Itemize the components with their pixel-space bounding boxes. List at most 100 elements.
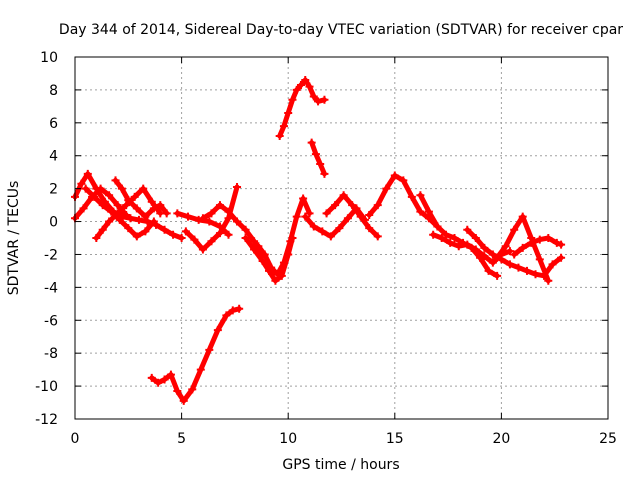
data-point [183, 212, 192, 221]
data-point [416, 191, 425, 200]
data-point [83, 169, 92, 178]
data-point [241, 225, 250, 234]
data-point [390, 171, 399, 180]
data-point [301, 212, 310, 221]
data-point [510, 250, 519, 259]
data-point [365, 224, 374, 233]
data-point [122, 201, 131, 210]
data-point [105, 217, 114, 226]
data-point [98, 225, 107, 234]
data-point [299, 194, 308, 203]
series-arc-10 [254, 194, 314, 279]
data-point [77, 179, 86, 188]
y-tick-label: 6 [49, 116, 58, 132]
series-arc-13 [147, 304, 244, 405]
data-point [514, 263, 523, 272]
data-point [301, 76, 310, 85]
series-trace [200, 202, 266, 257]
y-tick-label: -12 [35, 412, 58, 428]
data-point [233, 182, 242, 191]
data-point [484, 266, 493, 275]
data-point [450, 234, 459, 242]
data-point [348, 201, 357, 210]
y-tick-label: -10 [35, 379, 58, 395]
data-point [213, 326, 222, 335]
data-point [433, 222, 442, 231]
data-point [518, 212, 527, 221]
y-tick-label: 2 [49, 182, 58, 198]
data-point [307, 138, 316, 147]
data-point [90, 192, 99, 201]
data-point [429, 230, 438, 239]
data-point [463, 225, 472, 234]
data-point [207, 237, 216, 246]
series-arc-16 [365, 171, 442, 231]
data-point [132, 232, 141, 241]
data-point [215, 201, 224, 210]
series-arc-15 [322, 191, 382, 241]
data-point [296, 80, 305, 89]
data-point [322, 209, 331, 218]
data-point [309, 222, 318, 231]
data-point [309, 92, 318, 101]
y-tick-label: 4 [49, 149, 58, 165]
series-arc-12 [307, 138, 329, 178]
data-point [105, 191, 114, 200]
data-point [292, 212, 301, 221]
data-point [320, 169, 329, 178]
data-point [493, 253, 502, 262]
data-point [527, 238, 536, 247]
data-point [233, 217, 242, 226]
data-point [441, 230, 450, 239]
data-point [196, 365, 205, 374]
data-point [141, 227, 150, 236]
data-point [382, 184, 391, 193]
data-point [305, 82, 314, 91]
plot-frame [74, 56, 609, 420]
series-arc-4 [92, 184, 165, 242]
data-point [288, 95, 297, 104]
data-point [241, 234, 250, 242]
data-point [279, 122, 288, 131]
data-point [179, 396, 188, 405]
data-point [111, 176, 120, 185]
series-arc-8 [198, 201, 267, 259]
series-trace [149, 306, 242, 404]
data-point [173, 209, 182, 218]
data-point [446, 238, 455, 247]
data-point [471, 234, 480, 242]
data-point [318, 227, 327, 236]
x-tick-label: 20 [492, 431, 510, 447]
series-arc-5 [111, 176, 171, 221]
data-point [124, 224, 133, 233]
data-point [316, 159, 325, 168]
data-point [510, 225, 519, 234]
data-point [115, 215, 124, 224]
data-point [92, 234, 101, 242]
data-point [331, 201, 340, 210]
data-point [305, 209, 314, 218]
data-point [250, 245, 259, 254]
data-point [126, 214, 135, 223]
data-point [518, 243, 527, 252]
data-point [399, 176, 408, 185]
data-point [284, 108, 293, 117]
data-points [71, 76, 566, 405]
data-point [505, 247, 514, 256]
data-point [320, 95, 329, 104]
data-point [373, 232, 382, 241]
data-point [365, 210, 374, 219]
series-arc-20 [493, 212, 553, 285]
x-tick-label: 25 [599, 431, 617, 447]
data-point [162, 209, 171, 218]
data-point [205, 345, 214, 354]
data-point [311, 150, 320, 159]
data-point [407, 192, 416, 201]
data-point [181, 227, 190, 236]
y-tick-label: -2 [44, 247, 58, 263]
y-tick-label: 10 [40, 50, 58, 66]
y-tick-label: -4 [44, 280, 58, 296]
data-point [557, 253, 566, 262]
x-tick-label: 10 [279, 431, 297, 447]
